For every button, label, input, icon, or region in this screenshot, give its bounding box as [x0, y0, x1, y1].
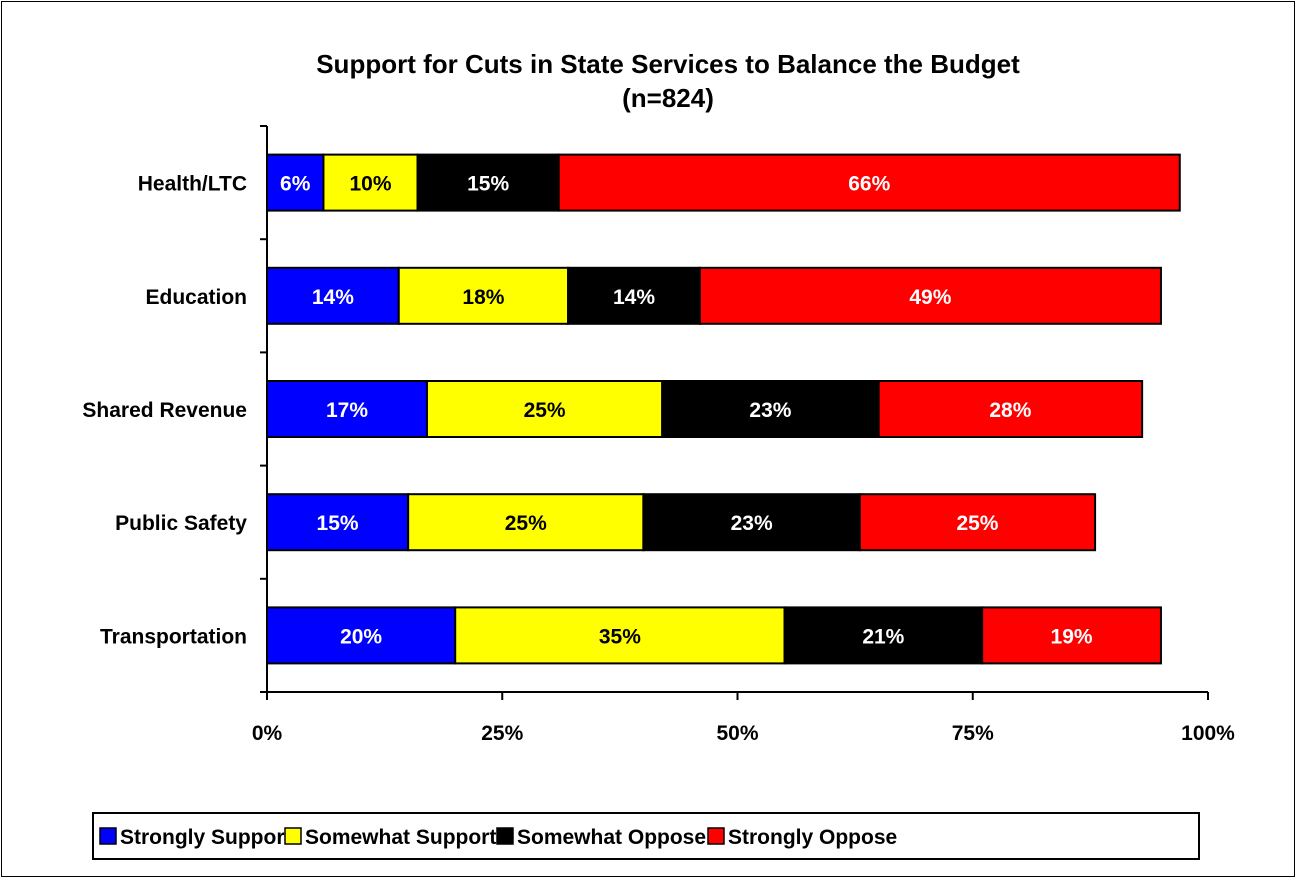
- data-label: 23%: [731, 512, 773, 535]
- bar-segment-transportation-somewhat-support: [454, 606, 786, 665]
- data-label: 15%: [467, 173, 509, 196]
- data-label: 18%: [462, 286, 504, 309]
- bar-segment-public-safety-strongly-support: [266, 493, 410, 552]
- data-label: 49%: [909, 286, 951, 309]
- legend-label: Somewhat Support: [305, 826, 496, 849]
- legend-swatch-somewhat-oppose: [496, 827, 514, 845]
- chart-subtitle: (n=824): [622, 83, 714, 113]
- data-label: 23%: [749, 399, 791, 422]
- data-label: 66%: [848, 173, 890, 196]
- data-label: 19%: [1051, 625, 1093, 648]
- bar-segment-health-ltc-somewhat-oppose: [416, 153, 560, 212]
- bar-segment-shared-revenue-strongly-oppose: [877, 380, 1144, 438]
- bar-segment-health-ltc-strongly-oppose: [557, 153, 1181, 212]
- x-tick-label: 100%: [1181, 722, 1235, 745]
- category-label-transportation: Transportation: [100, 625, 247, 648]
- x-tick-label: 75%: [952, 722, 994, 745]
- data-label: 35%: [599, 625, 641, 648]
- data-label: 20%: [340, 625, 382, 648]
- data-label: 25%: [956, 512, 998, 535]
- data-label: 25%: [524, 399, 566, 422]
- bar-segment-education-strongly-support: [266, 266, 400, 325]
- bar-segment-health-ltc-somewhat-support: [322, 153, 419, 212]
- category-label-public-safety: Public Safety: [115, 512, 247, 535]
- bar-segment-shared-revenue-somewhat-support: [425, 380, 664, 438]
- data-label: 14%: [312, 286, 354, 309]
- category-label-shared-revenue: Shared Revenue: [82, 399, 247, 422]
- legend-label: Somewhat Oppose: [517, 826, 706, 849]
- plot-area: 6% 10% 15% 66% Health/LTC 14% 18% 14% 49% Educati…: [82, 125, 1235, 745]
- category-label-education: Education: [145, 286, 247, 309]
- x-tick-label: 50%: [716, 722, 758, 745]
- bar-segment-public-safety-strongly-oppose: [858, 493, 1097, 552]
- legend: Strongly Support Somewhat Support Somewhat…: [92, 812, 1200, 860]
- bar-segment-public-safety-somewhat-support: [407, 493, 645, 552]
- legend-swatch-strongly-support: [99, 827, 117, 845]
- legend-swatch-somewhat-support: [284, 827, 302, 845]
- category-label-health-ltc: Health/LTC: [138, 173, 247, 196]
- bar-segment-education-somewhat-oppose: [567, 266, 701, 325]
- chart-title: Support for Cuts in State Services to Ba…: [316, 49, 1020, 79]
- data-label: 21%: [862, 625, 904, 648]
- x-tick-label: 25%: [481, 722, 523, 745]
- data-label: 28%: [989, 399, 1031, 422]
- data-label: 25%: [505, 512, 547, 535]
- bar-segment-transportation-strongly-oppose: [981, 606, 1162, 665]
- bar-segment-education-strongly-oppose: [698, 266, 1162, 325]
- legend-box: [92, 812, 1200, 860]
- bar-segment-transportation-somewhat-oppose: [783, 606, 984, 665]
- legend-label: Strongly Oppose: [728, 826, 897, 849]
- legend-label: Strongly Support: [120, 826, 292, 849]
- data-label: 15%: [317, 512, 359, 535]
- data-label: 14%: [613, 286, 655, 309]
- x-tick-label: 0%: [252, 722, 283, 745]
- data-label: 17%: [326, 399, 368, 422]
- legend-swatch-strongly-oppose: [707, 827, 725, 845]
- data-label: 6%: [280, 173, 311, 196]
- data-label: 10%: [349, 173, 391, 196]
- bar-segment-education-somewhat-support: [397, 266, 570, 325]
